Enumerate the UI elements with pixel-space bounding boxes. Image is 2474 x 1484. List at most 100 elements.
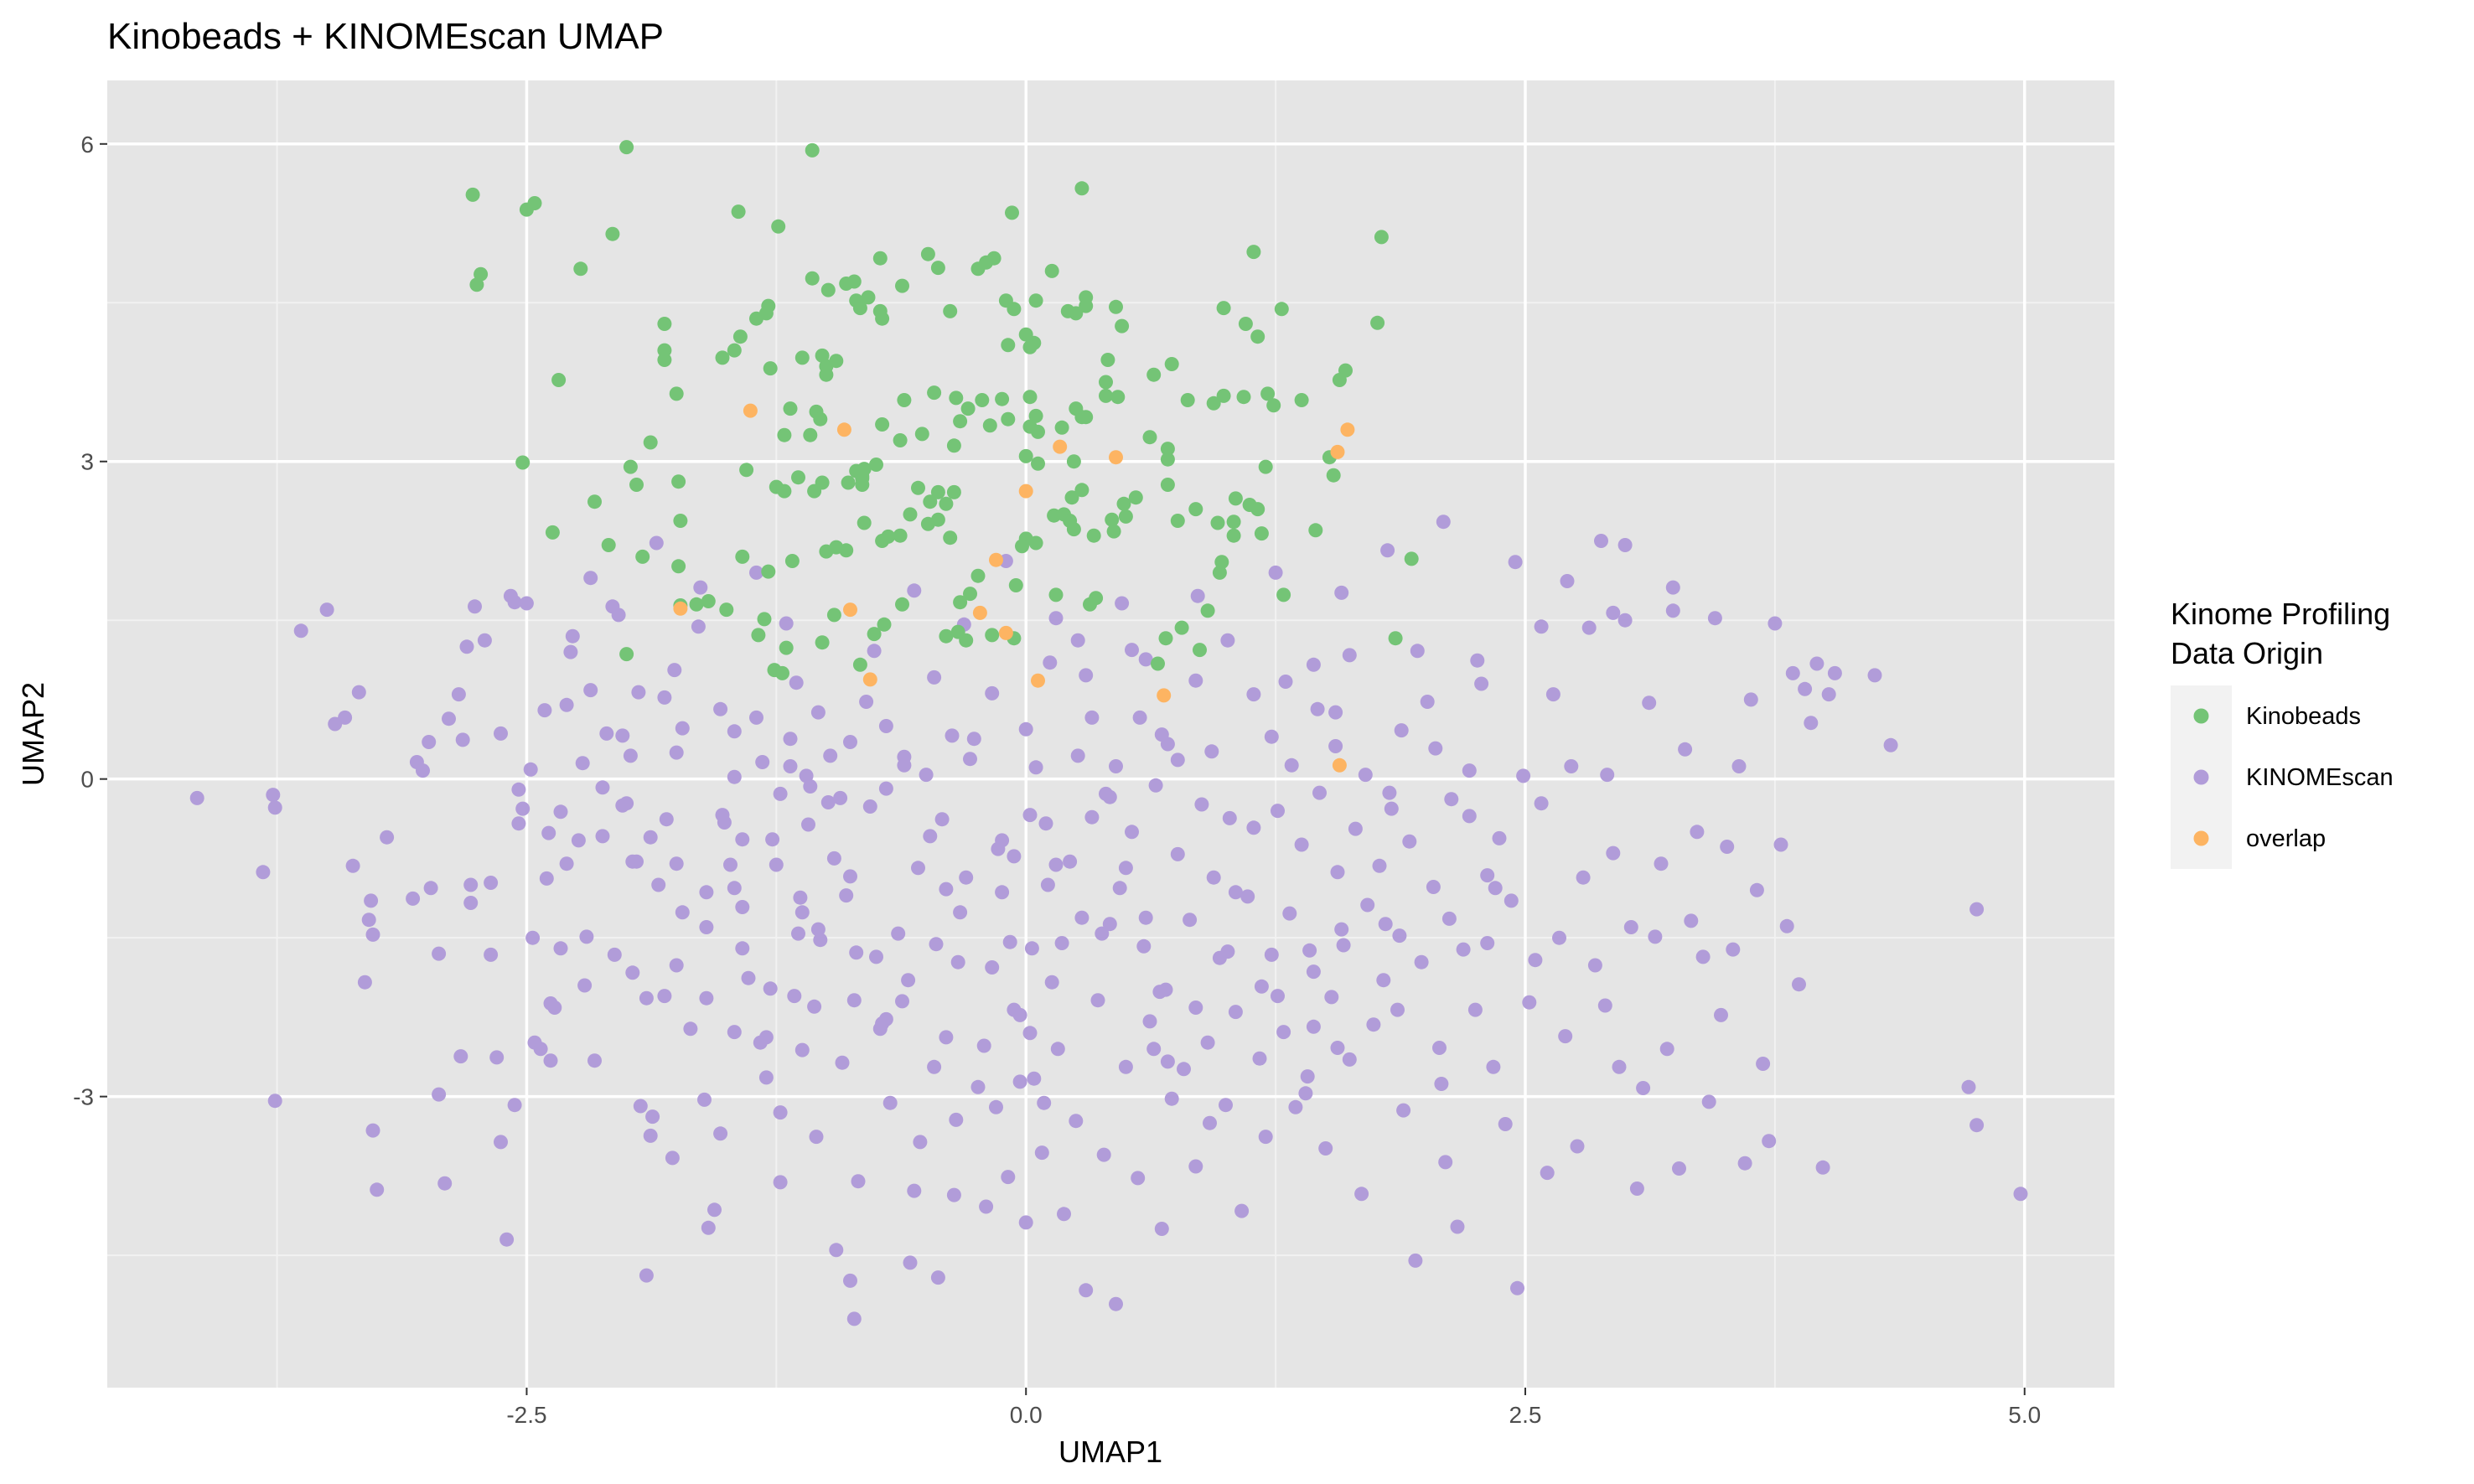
kinobeads-point — [763, 361, 778, 376]
kinobeads-point — [715, 350, 730, 365]
kinomescan-point — [619, 796, 634, 811]
kinomescan-point — [1288, 1099, 1303, 1114]
kinomescan-point — [1148, 778, 1163, 793]
kinomescan-point — [1392, 928, 1407, 944]
kinomescan-point — [727, 769, 742, 784]
kinomescan-point — [1146, 1042, 1162, 1057]
kinomescan-point — [1007, 849, 1022, 864]
kinomescan-point — [1492, 830, 1507, 845]
kinomescan-point — [1318, 1141, 1333, 1156]
kinobeads-point — [813, 411, 828, 427]
kinobeads-point — [1118, 509, 1133, 524]
kinomescan-point — [380, 830, 395, 845]
kinomescan-point — [1188, 1159, 1203, 1174]
kinobeads-point — [1106, 524, 1121, 539]
kinomescan-point — [1629, 1182, 1644, 1196]
kinomescan-point — [783, 732, 798, 747]
kinobeads-point — [875, 534, 890, 548]
kinomescan-point — [1809, 656, 1824, 671]
kinomescan-point — [437, 1176, 453, 1191]
kinobeads-point — [1047, 508, 1062, 523]
kinomescan-point — [755, 755, 770, 769]
kinobeads-point — [1160, 478, 1175, 492]
kinomescan-point — [1164, 1091, 1179, 1106]
kinomescan-point — [1366, 1017, 1381, 1032]
kinomescan-point — [357, 975, 372, 990]
kinomescan-point — [1815, 1160, 1830, 1175]
kinobeads-point — [1074, 181, 1089, 196]
kinomescan-point — [1768, 616, 1783, 631]
kinobeads-point — [1031, 424, 1045, 439]
y-axis-title: UMAP2 — [16, 682, 50, 786]
kinomescan-point — [463, 896, 479, 910]
kinomescan-point — [577, 978, 593, 993]
kinomescan-point — [607, 947, 622, 962]
kinomescan-point — [1756, 1057, 1771, 1071]
kinobeads-point — [1005, 205, 1019, 220]
kinomescan-point — [1112, 881, 1127, 896]
kinobeads-point — [601, 538, 616, 552]
kinomescan-point — [1545, 687, 1560, 702]
kinomescan-point — [1961, 1079, 1976, 1094]
kinomescan-point — [1384, 801, 1399, 816]
kinobeads-point — [1250, 329, 1265, 344]
kinobeads-point — [1226, 514, 1241, 530]
kinomescan-point — [451, 687, 466, 702]
kinomescan-point — [753, 1035, 768, 1050]
kinomescan-point — [1376, 973, 1391, 988]
kinobeads-point — [1180, 393, 1195, 407]
kinobeads-point — [839, 277, 854, 291]
kinobeads-point — [731, 204, 746, 220]
kinomescan-point — [1462, 763, 1477, 778]
axes: -2.5 0.0 2.5 5.0 -3 0 3 6 — [73, 132, 2041, 1428]
kinomescan-point — [633, 1099, 648, 1114]
kinomescan-point — [416, 763, 430, 778]
kinomescan-point — [945, 728, 960, 743]
kinomescan-point — [773, 786, 788, 801]
kinobeads-point — [1216, 388, 1231, 403]
kinomescan-point — [503, 588, 518, 603]
kinobeads-point — [953, 595, 968, 610]
kinobeads-point — [995, 391, 1010, 406]
kinomescan-point — [477, 633, 492, 648]
kinomescan-point — [1336, 938, 1351, 953]
kinomescan-point — [605, 599, 620, 614]
kinobeads-point — [1206, 396, 1221, 411]
kinomescan-point — [1798, 681, 1813, 696]
kinobeads-point — [1236, 390, 1251, 405]
kinomescan-point — [869, 949, 883, 964]
kinomescan-point — [565, 628, 580, 644]
kinomescan-point — [803, 779, 818, 794]
kinobeads-point — [669, 386, 684, 401]
kinomescan-point — [1360, 897, 1375, 913]
kinomescan-point — [267, 1094, 282, 1109]
kinomescan-point — [1302, 943, 1317, 958]
kinobeads-point — [897, 393, 912, 407]
kinomescan-point — [1348, 821, 1363, 836]
kinomescan-point — [459, 639, 474, 654]
kinomescan-point — [587, 1053, 602, 1068]
kinobeads-point — [1200, 603, 1215, 618]
kinomescan-point — [1354, 1187, 1369, 1202]
kinomescan-point — [995, 885, 1010, 900]
kinobeads-point — [1174, 620, 1189, 635]
data-points — [189, 140, 2028, 1326]
overlap-point — [1157, 688, 1172, 703]
kinobeads-point — [1238, 317, 1253, 331]
kinomescan-point — [966, 732, 981, 747]
kinomescan-point — [1264, 729, 1279, 744]
kinomescan-point — [895, 994, 909, 1009]
kinobeads-point — [920, 516, 935, 531]
kinomescan-point — [1498, 1117, 1513, 1131]
kinomescan-point — [1648, 929, 1663, 944]
y-tick-label: 6 — [80, 132, 94, 158]
kinomescan-point — [903, 1255, 918, 1270]
kinomescan-point — [1552, 930, 1566, 945]
kinomescan-point — [749, 565, 763, 580]
kinomescan-point — [533, 1042, 548, 1057]
kinobeads-point — [852, 301, 867, 316]
kinobeads-point — [1250, 502, 1265, 517]
kinobeads-point — [1332, 373, 1347, 387]
kinomescan-point — [639, 990, 654, 1006]
kinomescan-point — [1070, 748, 1085, 763]
